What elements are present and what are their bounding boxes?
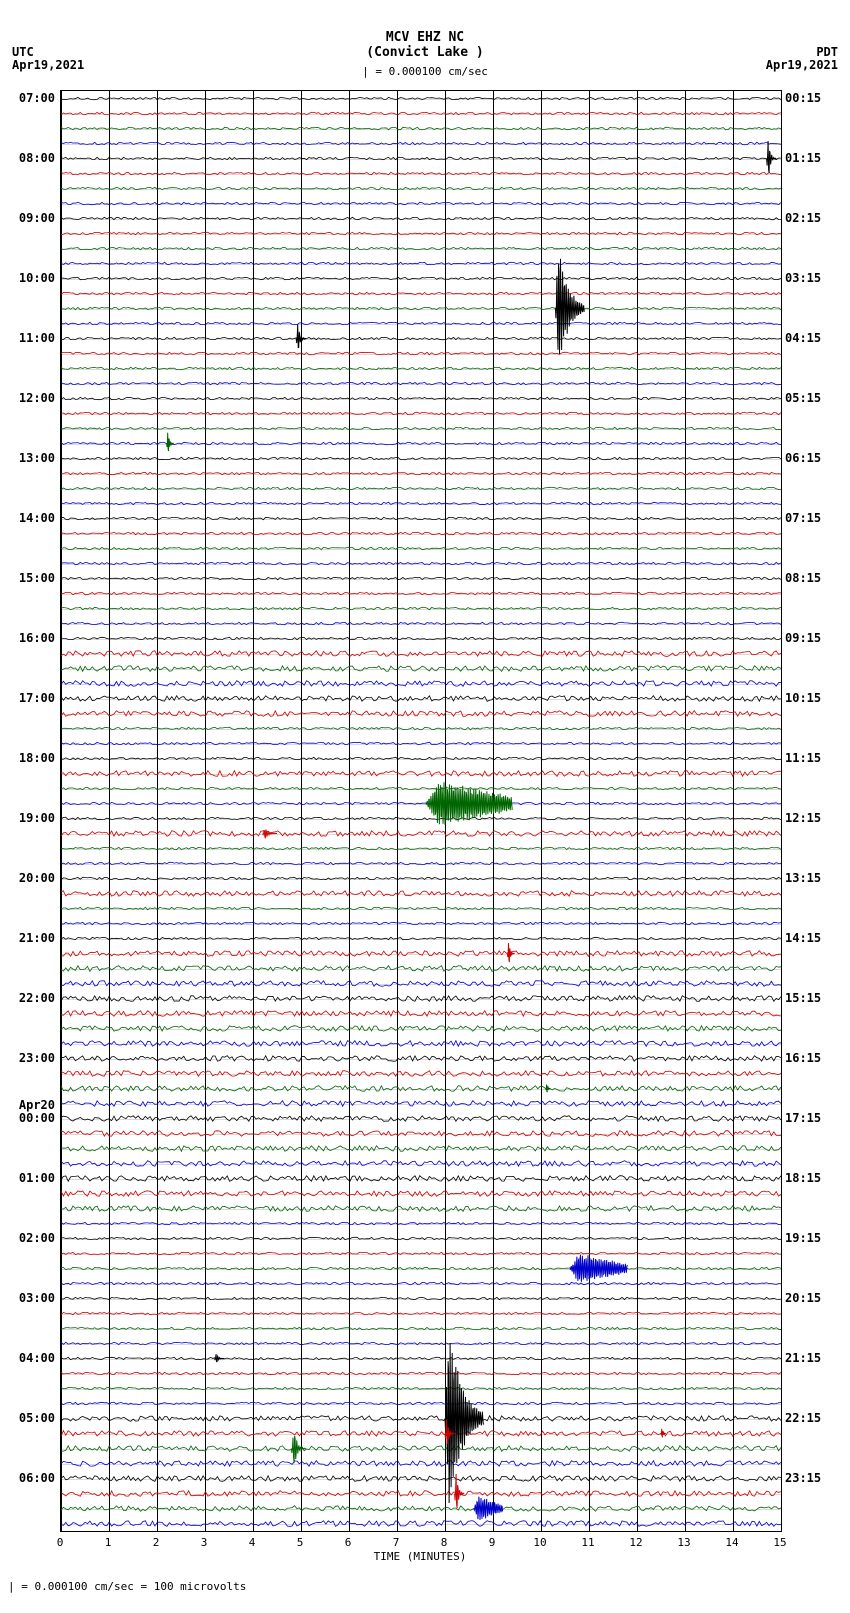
pdt-time-label: 20:15 bbox=[785, 1291, 821, 1305]
utc-time-label: 14:00 bbox=[5, 511, 55, 525]
utc-time-label: 18:00 bbox=[5, 751, 55, 765]
date-left: Apr19,2021 bbox=[12, 58, 84, 72]
scale-header: | = 0.000100 cm/sec bbox=[0, 65, 850, 78]
pdt-time-label: 08:15 bbox=[785, 571, 821, 585]
x-tick: 13 bbox=[674, 1536, 694, 1549]
utc-time-label: 12:00 bbox=[5, 391, 55, 405]
pdt-time-label: 04:15 bbox=[785, 331, 821, 345]
utc-time-label: 06:00 bbox=[5, 1471, 55, 1485]
utc-time-label: 09:00 bbox=[5, 211, 55, 225]
footer-scale: | = 0.000100 cm/sec = 100 microvolts bbox=[8, 1580, 246, 1593]
utc-time-label: 20:00 bbox=[5, 871, 55, 885]
pdt-time-label: 09:15 bbox=[785, 631, 821, 645]
x-tick: 5 bbox=[290, 1536, 310, 1549]
pdt-time-label: 06:15 bbox=[785, 451, 821, 465]
utc-time-label: 10:00 bbox=[5, 271, 55, 285]
x-tick: 11 bbox=[578, 1536, 598, 1549]
x-tick: 0 bbox=[50, 1536, 70, 1549]
pdt-time-label: 02:15 bbox=[785, 211, 821, 225]
station-header: MCV EHZ NC bbox=[0, 30, 850, 45]
utc-time-label: 00:00 bbox=[5, 1111, 55, 1125]
x-tick: 4 bbox=[242, 1536, 262, 1549]
pdt-time-label: 01:15 bbox=[785, 151, 821, 165]
utc-time-label: 03:00 bbox=[5, 1291, 55, 1305]
x-tick: 8 bbox=[434, 1536, 454, 1549]
x-tick: 9 bbox=[482, 1536, 502, 1549]
pdt-time-label: 23:15 bbox=[785, 1471, 821, 1485]
utc-time-label: 04:00 bbox=[5, 1351, 55, 1365]
x-tick: 3 bbox=[194, 1536, 214, 1549]
tz-left: UTC bbox=[12, 45, 34, 59]
pdt-time-label: 00:15 bbox=[785, 91, 821, 105]
pdt-time-label: 22:15 bbox=[785, 1411, 821, 1425]
utc-time-label: 16:00 bbox=[5, 631, 55, 645]
pdt-time-label: 14:15 bbox=[785, 931, 821, 945]
x-tick: 2 bbox=[146, 1536, 166, 1549]
date2-left: Apr20 bbox=[5, 1098, 55, 1112]
utc-time-label: 13:00 bbox=[5, 451, 55, 465]
x-tick: 7 bbox=[386, 1536, 406, 1549]
utc-time-label: 23:00 bbox=[5, 1051, 55, 1065]
plot-area bbox=[60, 90, 782, 1532]
pdt-time-label: 16:15 bbox=[785, 1051, 821, 1065]
x-tick: 1 bbox=[98, 1536, 118, 1549]
date-right: Apr19,2021 bbox=[766, 58, 838, 72]
pdt-time-label: 11:15 bbox=[785, 751, 821, 765]
utc-time-label: 02:00 bbox=[5, 1231, 55, 1245]
x-axis-label: TIME (MINUTES) bbox=[320, 1550, 520, 1563]
utc-time-label: 01:00 bbox=[5, 1171, 55, 1185]
x-tick: 12 bbox=[626, 1536, 646, 1549]
utc-time-label: 15:00 bbox=[5, 571, 55, 585]
utc-time-label: 07:00 bbox=[5, 91, 55, 105]
x-tick: 15 bbox=[770, 1536, 790, 1549]
utc-time-label: 05:00 bbox=[5, 1411, 55, 1425]
utc-time-label: 21:00 bbox=[5, 931, 55, 945]
location-header: (Convict Lake ) bbox=[0, 45, 850, 60]
pdt-time-label: 12:15 bbox=[785, 811, 821, 825]
utc-time-label: 17:00 bbox=[5, 691, 55, 705]
utc-time-label: 11:00 bbox=[5, 331, 55, 345]
seismogram-container: MCV EHZ NC (Convict Lake ) | = 0.000100 … bbox=[0, 0, 850, 1613]
pdt-time-label: 07:15 bbox=[785, 511, 821, 525]
pdt-time-label: 18:15 bbox=[785, 1171, 821, 1185]
pdt-time-label: 15:15 bbox=[785, 991, 821, 1005]
pdt-time-label: 21:15 bbox=[785, 1351, 821, 1365]
pdt-time-label: 13:15 bbox=[785, 871, 821, 885]
pdt-time-label: 10:15 bbox=[785, 691, 821, 705]
utc-time-label: 22:00 bbox=[5, 991, 55, 1005]
utc-time-label: 08:00 bbox=[5, 151, 55, 165]
pdt-time-label: 03:15 bbox=[785, 271, 821, 285]
utc-time-label: 19:00 bbox=[5, 811, 55, 825]
pdt-time-label: 19:15 bbox=[785, 1231, 821, 1245]
tz-right: PDT bbox=[816, 45, 838, 59]
pdt-time-label: 17:15 bbox=[785, 1111, 821, 1125]
pdt-time-label: 05:15 bbox=[785, 391, 821, 405]
x-tick: 6 bbox=[338, 1536, 358, 1549]
x-tick: 10 bbox=[530, 1536, 550, 1549]
x-tick: 14 bbox=[722, 1536, 742, 1549]
